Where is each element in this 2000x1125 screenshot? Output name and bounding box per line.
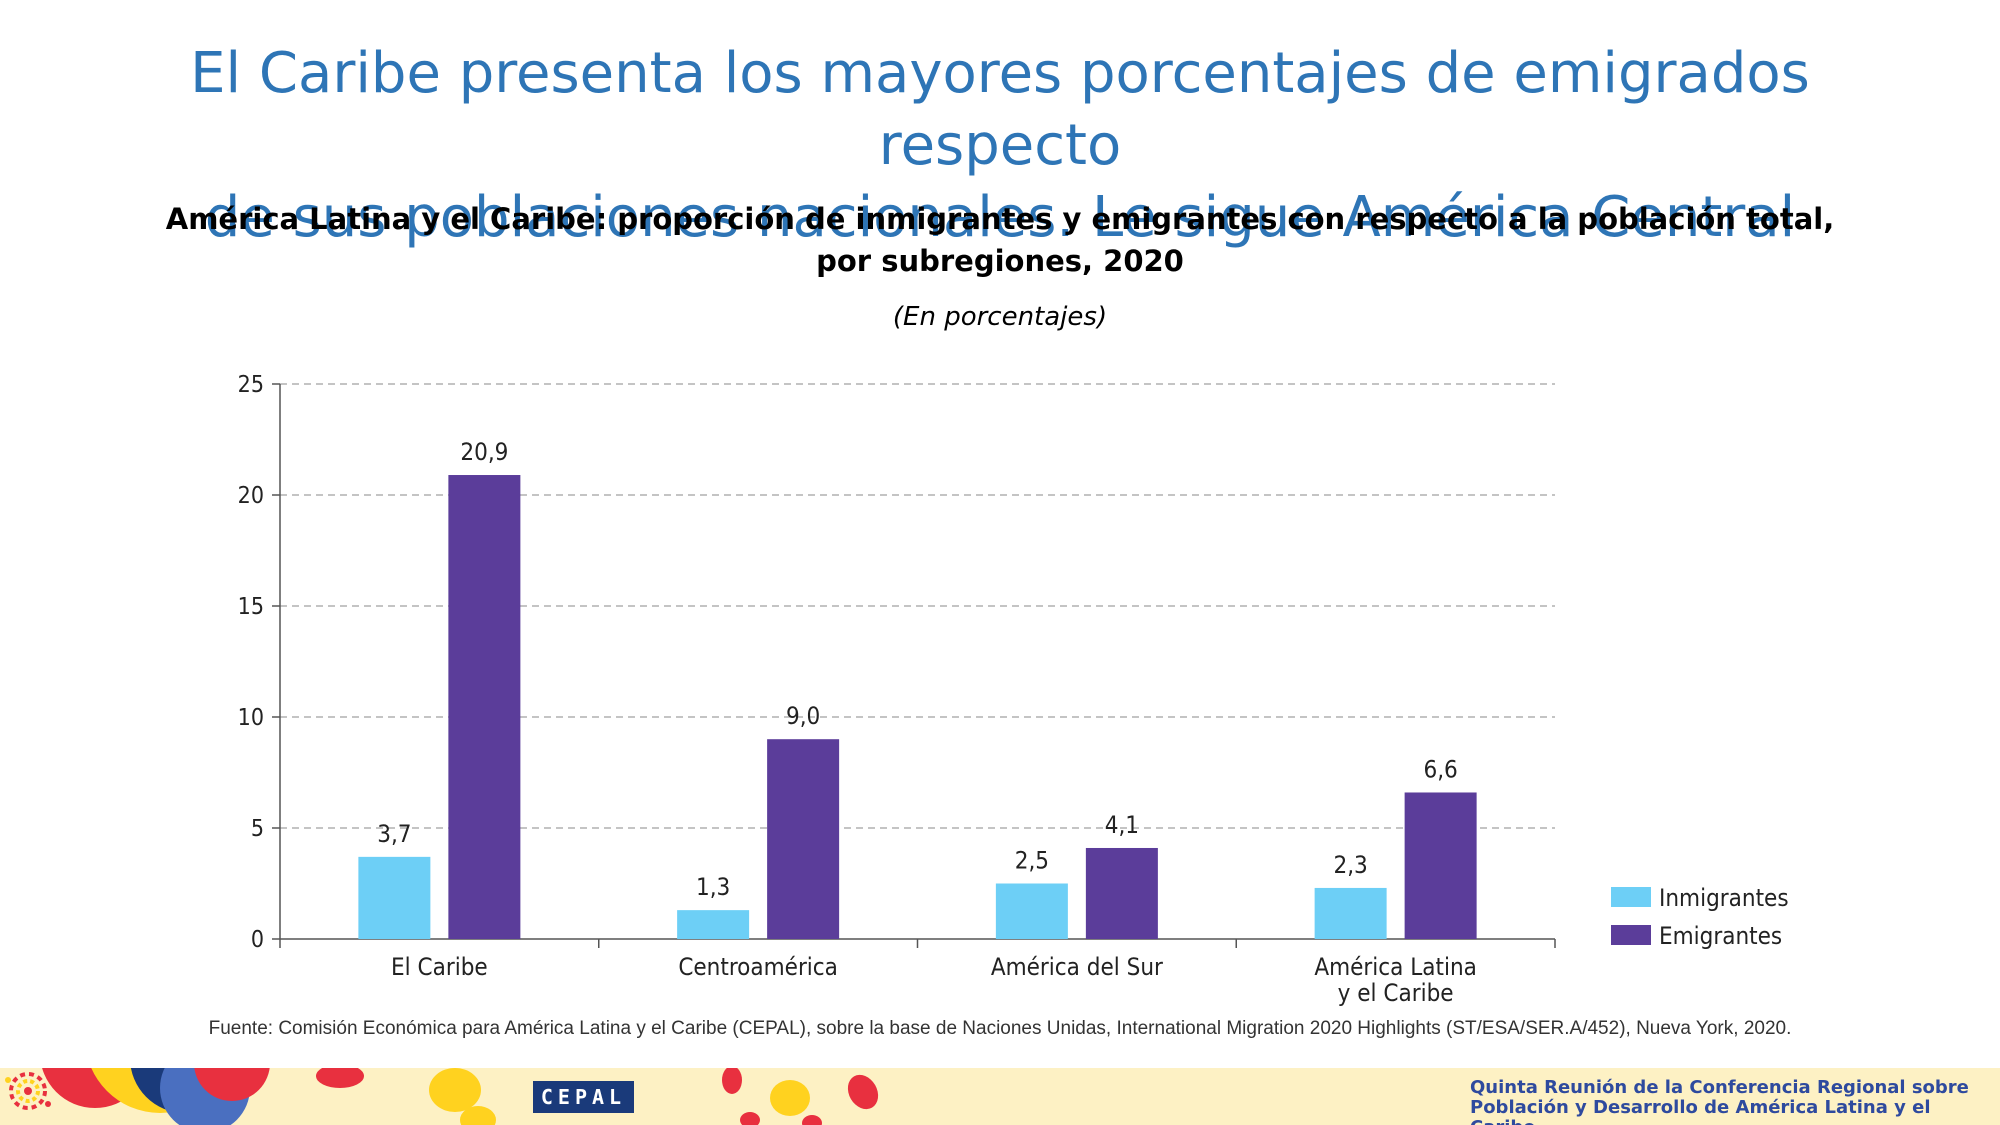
grid-lines: [280, 383, 1555, 829]
y-tick-label: 5: [251, 816, 264, 842]
decorative-shapes-icon: [42, 1068, 879, 1125]
y-tick-label: 20: [238, 483, 264, 509]
bar-emigrantes: [1085, 847, 1158, 939]
data-label: 1,3: [696, 873, 730, 901]
data-label: 6,6: [1423, 755, 1457, 783]
cepal-logo: CEPAL: [533, 1081, 634, 1113]
bar-inmigrantes: [995, 883, 1068, 939]
chart-title-line-1: América Latina y el Caribe: proporción d…: [165, 202, 1835, 236]
bar-emigrantes: [1404, 792, 1477, 939]
data-label: 2,5: [1015, 847, 1049, 875]
x-tick-label: América del Sur: [991, 953, 1163, 981]
chart-title-line-2: por subregiones, 2020: [816, 244, 1184, 278]
legend-label-inmigrantes: Inmigrantes: [1659, 884, 1789, 912]
conference-logo-icon: [5, 1072, 51, 1110]
data-label: 3,7: [377, 820, 411, 848]
legend-swatch-emigrantes: [1611, 925, 1651, 945]
legend: Inmigrantes Emigrantes: [1611, 884, 1789, 950]
x-tick-label: y el Caribe: [1338, 979, 1454, 1007]
axes: 0 5 10 15 20 25 El Caribe Centroamérica América …: [238, 372, 1556, 1007]
y-tick-label: 0: [251, 927, 264, 953]
conference-name: Quinta Reunión de la Conferencia Regiona…: [1470, 1078, 1990, 1125]
bar-chart: 0 5 10 15 20 25 El Caribe Centroamérica América …: [238, 372, 1789, 1007]
bar-inmigrantes: [358, 856, 431, 939]
y-tick-label: 15: [238, 594, 264, 620]
y-tick-label: 25: [238, 372, 264, 398]
bar-inmigrantes: [1314, 887, 1387, 939]
legend-swatch-inmigrantes: [1611, 887, 1651, 907]
data-label: 9,0: [786, 702, 820, 730]
bar-emigrantes: [767, 739, 840, 939]
chart-subtitle: (En porcentajes): [892, 302, 1108, 332]
data-label: 2,3: [1333, 851, 1367, 879]
footer-decoration: [42, 1068, 879, 1125]
x-tick-label: América Latina: [1314, 953, 1477, 981]
bar-emigrantes: [448, 475, 521, 939]
conference-name-line-2: Población y Desarrollo de América Latina…: [1470, 1097, 1931, 1125]
source-note: Fuente: Comisión Económica para América …: [208, 1018, 1792, 1039]
x-tick-label: El Caribe: [391, 953, 488, 981]
y-tick-label: 10: [238, 705, 264, 731]
bars: [358, 475, 1477, 939]
data-labels: 3,7 20,9 1,3 9,0 2,5 4,1 2,3 6,6: [377, 438, 1458, 901]
data-label: 20,9: [460, 438, 508, 466]
slide-title-line-1: El Caribe presenta los mayores porcentaj…: [190, 41, 1810, 178]
slide-title-line-2: de sus poblaciones nacionales. Le sigue …: [204, 185, 1796, 250]
x-tick-label: Centroamérica: [678, 953, 838, 981]
slide-title: El Caribe presenta los mayores porcentaj…: [100, 38, 1900, 254]
data-label: 4,1: [1105, 811, 1139, 839]
footer-band: CEPAL Quinta Reunión de la Conferencia R…: [0, 1068, 2000, 1125]
bar-inmigrantes: [677, 910, 750, 939]
conference-name-line-1: Quinta Reunión de la Conferencia Regiona…: [1470, 1077, 1969, 1098]
chart-title: América Latina y el Caribe: proporción d…: [150, 198, 1850, 282]
legend-label-emigrantes: Emigrantes: [1659, 922, 1782, 950]
